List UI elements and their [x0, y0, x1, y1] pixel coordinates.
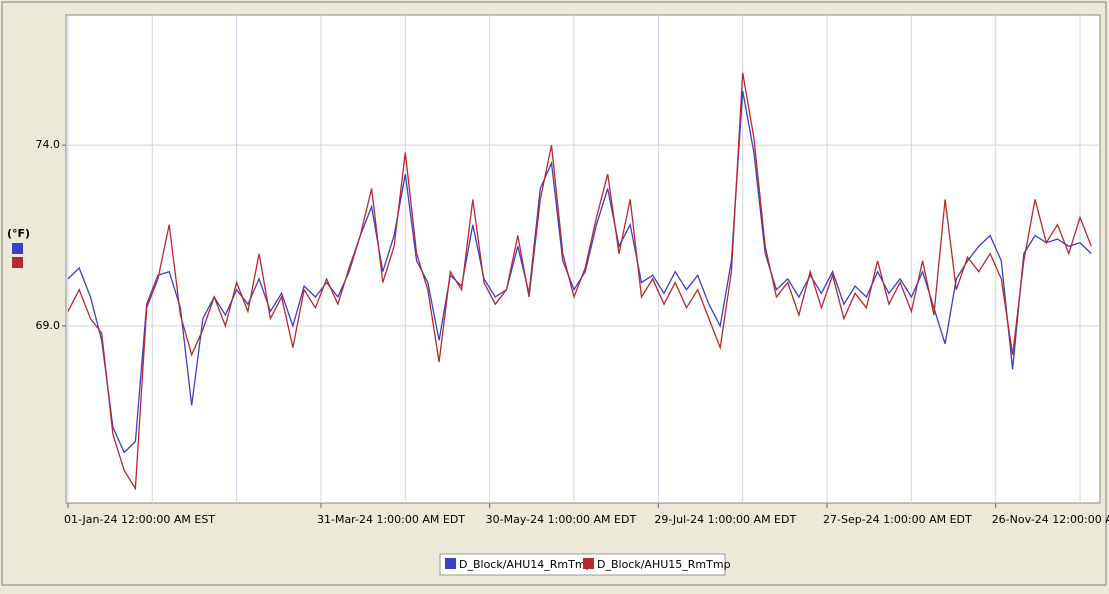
x-tick-label: 29-Jul-24 1:00:00 AM EDT: [654, 513, 796, 526]
legend-swatch: [583, 558, 594, 569]
axis-swatch: [12, 257, 23, 268]
x-tick-label: 31-Mar-24 1:00:00 AM EDT: [317, 513, 465, 526]
x-tick-label: 01-Jan-24 12:00:00 AM EST: [64, 513, 215, 526]
y-axis-label: (°F): [7, 227, 30, 240]
legend-label: D_Block/AHU14_RmTmp: [459, 558, 593, 571]
x-tick-label: 30-May-24 1:00:00 AM EDT: [486, 513, 637, 526]
x-tick-label: 26-Nov-24 12:00:00 AM EST: [992, 513, 1109, 526]
y-tick-label: 74.0: [36, 138, 61, 151]
legend: [439, 553, 726, 576]
plot-area: [65, 14, 1101, 504]
axis-swatch: [12, 243, 23, 254]
y-tick-label: 69.0: [36, 319, 61, 332]
legend-label: D_Block/AHU15_RmTmp: [597, 558, 731, 571]
series-line: [67, 72, 1092, 491]
legend-swatch: [445, 558, 456, 569]
x-tick-label: 27-Sep-24 1:00:00 AM EDT: [823, 513, 972, 526]
